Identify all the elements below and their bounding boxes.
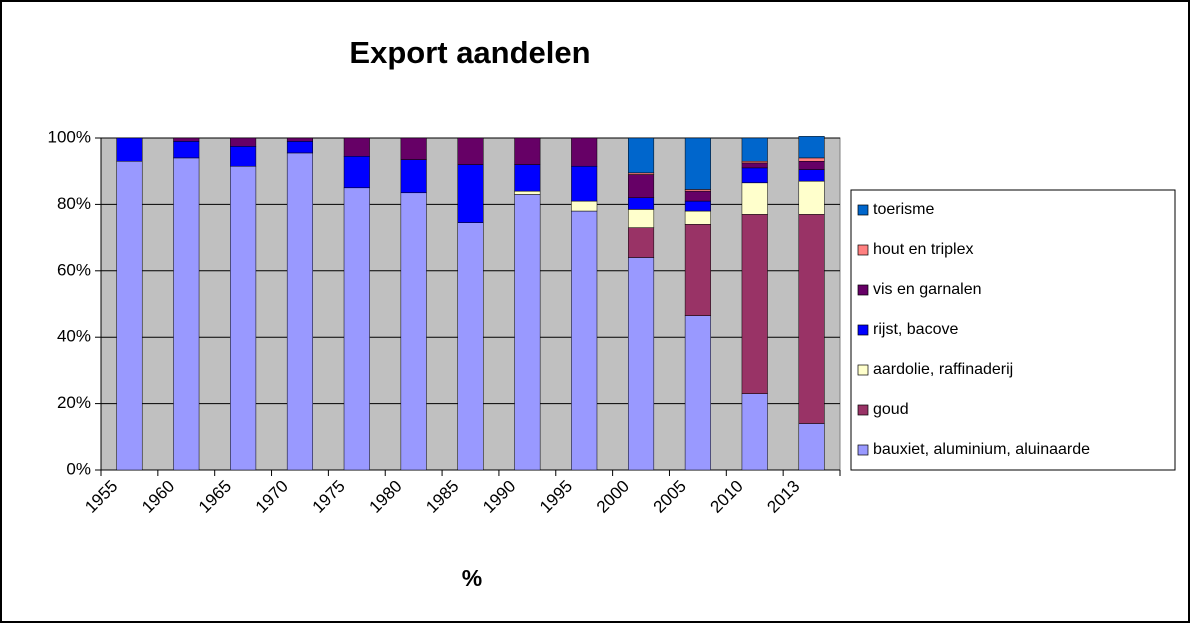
- bar-segment: [343, 187, 370, 471]
- bar-segment: [741, 167, 768, 184]
- legend-label: vis en garnalen: [873, 281, 982, 298]
- legend-swatch: [857, 324, 869, 336]
- legend-swatch: [857, 284, 869, 296]
- bar-segment: [116, 137, 143, 162]
- bar-segment: [684, 224, 711, 316]
- bar-segment: [173, 137, 200, 142]
- bar-segment: [457, 164, 484, 223]
- bar-segment: [343, 137, 370, 157]
- bar-segment: [627, 257, 655, 471]
- bar-segment: [684, 190, 711, 202]
- bar-segment: [627, 227, 655, 258]
- y-tick-label: 0%: [66, 459, 91, 478]
- bar-segment: [400, 192, 427, 471]
- bar-segment: [400, 137, 427, 160]
- bar-segment: [286, 152, 314, 471]
- bar-segment: [798, 136, 825, 159]
- y-tick-label: 40%: [57, 327, 91, 346]
- bar-segment: [230, 146, 257, 167]
- legend-swatch: [857, 244, 869, 256]
- bar-segment: [798, 214, 825, 424]
- legend-label: bauxiet, aluminium, aluinaarde: [873, 441, 1090, 458]
- y-tick-label: 100%: [48, 127, 91, 146]
- bar-segment: [571, 137, 598, 167]
- bar-segment: [116, 160, 143, 471]
- legend-label: aardolie, raffinaderij: [873, 361, 1013, 378]
- bar-segment: [571, 210, 598, 471]
- bar-segment: [230, 165, 257, 471]
- y-tick-label: 80%: [57, 194, 91, 213]
- bar-segment: [741, 182, 768, 215]
- legend-box: [850, 189, 1176, 471]
- bar-segment: [286, 141, 314, 154]
- bar-segment: [741, 162, 768, 169]
- bar-segment: [514, 190, 541, 195]
- bar-segment: [286, 137, 314, 142]
- bar-segment: [400, 159, 427, 194]
- x-axis-label: %: [462, 565, 482, 591]
- bar-segment: [684, 210, 711, 225]
- bar-segment: [627, 137, 655, 174]
- bar-segment: [741, 214, 768, 394]
- bar-segment: [571, 165, 598, 202]
- bar-segment: [514, 137, 541, 165]
- chart-title: Export aandelen: [349, 35, 590, 70]
- bar-segment: [798, 160, 825, 170]
- bar-segment: [457, 137, 484, 165]
- legend-label: rijst, bacove: [873, 321, 958, 338]
- legend-swatch: [857, 364, 869, 376]
- bar-segment: [798, 180, 825, 215]
- legend-label: toerisme: [873, 201, 934, 218]
- legend-swatch: [857, 204, 869, 216]
- bar-segment: [457, 222, 484, 471]
- bar-segment: [627, 209, 655, 228]
- legend-swatch: [857, 444, 869, 456]
- bar-segment: [627, 174, 655, 199]
- bar-segment: [514, 164, 541, 192]
- bar-segment: [798, 423, 825, 471]
- y-tick-label: 60%: [57, 260, 91, 279]
- bar-segment: [230, 137, 257, 147]
- bar-segment: [798, 169, 825, 182]
- bar-segment: [684, 137, 711, 190]
- bar-segment: [684, 315, 711, 471]
- bar-segment: [173, 157, 200, 471]
- legend-swatch: [857, 404, 869, 416]
- bar-segment: [684, 200, 711, 212]
- bar-segment: [798, 157, 825, 162]
- bar-segment: [343, 156, 370, 189]
- bar-segment: [741, 137, 768, 162]
- bar-segment: [173, 141, 200, 159]
- bar-segment: [741, 393, 768, 471]
- legend-label: hout en triplex: [873, 241, 974, 258]
- bar-segment: [514, 194, 541, 471]
- bar-segment: [627, 197, 655, 210]
- legend-label: goud: [873, 401, 909, 418]
- y-tick-label: 20%: [57, 393, 91, 412]
- bar-segment: [571, 200, 598, 212]
